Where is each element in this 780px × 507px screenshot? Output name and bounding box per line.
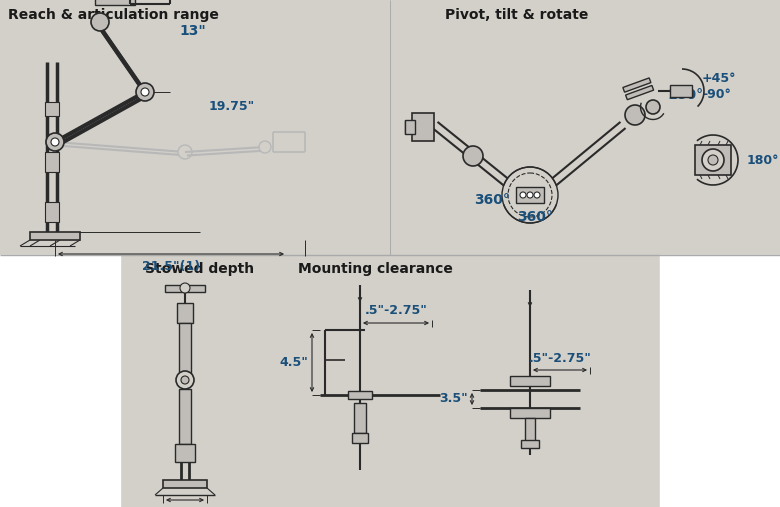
- Text: 180°: 180°: [747, 154, 779, 166]
- Circle shape: [176, 371, 194, 389]
- Bar: [412, 113, 434, 141]
- Bar: [45, 202, 59, 222]
- Text: +45°: +45°: [702, 72, 736, 85]
- Text: 360°: 360°: [474, 193, 510, 207]
- Bar: [405, 120, 415, 134]
- Bar: [177, 303, 193, 323]
- Bar: [165, 285, 205, 292]
- Bar: [179, 389, 191, 444]
- Text: -90°: -90°: [702, 88, 731, 101]
- Text: Pivot, tilt & rotate: Pivot, tilt & rotate: [445, 8, 588, 22]
- Bar: [516, 187, 544, 203]
- Bar: [175, 444, 195, 462]
- Bar: [179, 323, 191, 378]
- Bar: [623, 78, 651, 92]
- Bar: [348, 391, 372, 399]
- Bar: [354, 403, 366, 433]
- Bar: [670, 85, 692, 97]
- Text: .5"-2.75": .5"-2.75": [364, 304, 427, 317]
- Circle shape: [625, 105, 645, 125]
- Bar: [521, 440, 539, 448]
- Text: 21.5"(1): 21.5"(1): [142, 260, 200, 273]
- Bar: [95, 0, 135, 5]
- Text: Mounting clearance: Mounting clearance: [298, 262, 453, 276]
- Circle shape: [136, 83, 154, 101]
- Circle shape: [141, 88, 149, 96]
- Text: Reach & articulation range: Reach & articulation range: [8, 8, 219, 22]
- Bar: [352, 433, 368, 443]
- Circle shape: [534, 192, 540, 198]
- Text: 19.75": 19.75": [209, 99, 255, 113]
- Text: 360°: 360°: [517, 210, 553, 224]
- Bar: [695, 145, 731, 175]
- Bar: [0, 255, 120, 507]
- Text: 13": 13": [179, 24, 206, 38]
- Circle shape: [180, 283, 190, 293]
- Circle shape: [181, 376, 189, 384]
- Bar: [30, 232, 80, 240]
- Circle shape: [51, 138, 59, 146]
- Text: 180°: 180°: [667, 88, 703, 102]
- Circle shape: [646, 100, 660, 114]
- Bar: [510, 376, 550, 386]
- Bar: [660, 255, 780, 507]
- Circle shape: [520, 192, 526, 198]
- Text: 4.5": 4.5": [279, 356, 308, 369]
- Text: Stowed depth: Stowed depth: [145, 262, 254, 276]
- Bar: [45, 152, 59, 172]
- Circle shape: [508, 173, 552, 217]
- Circle shape: [91, 13, 109, 31]
- Circle shape: [502, 167, 558, 223]
- Circle shape: [527, 192, 533, 198]
- Circle shape: [259, 141, 271, 153]
- Circle shape: [463, 146, 483, 166]
- Bar: [510, 408, 550, 418]
- Bar: [626, 86, 654, 100]
- Bar: [45, 102, 59, 116]
- Circle shape: [708, 155, 718, 165]
- Circle shape: [702, 149, 724, 171]
- Bar: [163, 480, 207, 488]
- Circle shape: [46, 133, 64, 151]
- Circle shape: [178, 145, 192, 159]
- Text: .5"-2.75": .5"-2.75": [529, 352, 591, 365]
- Text: 3.5": 3.5": [439, 392, 468, 406]
- Bar: [525, 418, 535, 443]
- Text: 4.25": 4.25": [166, 506, 204, 507]
